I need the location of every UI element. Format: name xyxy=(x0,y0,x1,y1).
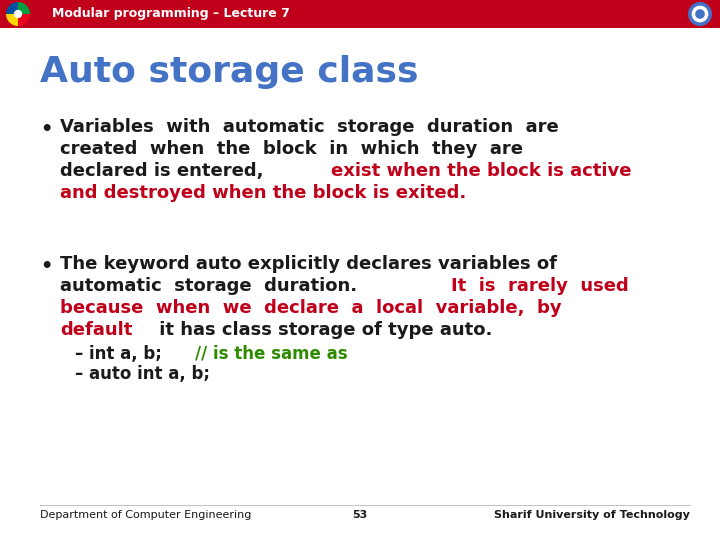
Text: Auto storage class: Auto storage class xyxy=(40,55,418,89)
Text: 53: 53 xyxy=(352,510,368,520)
Text: // is the same as: // is the same as xyxy=(194,345,347,363)
Text: – auto int a, b;: – auto int a, b; xyxy=(75,365,210,383)
Text: Modular programming – Lecture 7: Modular programming – Lecture 7 xyxy=(52,8,290,21)
Text: •: • xyxy=(40,257,53,276)
Text: declared is entered,: declared is entered, xyxy=(60,162,270,180)
Wedge shape xyxy=(6,14,18,26)
Text: exist when the block is active: exist when the block is active xyxy=(330,162,631,180)
Text: default: default xyxy=(60,321,132,339)
Wedge shape xyxy=(6,2,18,14)
Text: It  is  rarely  used: It is rarely used xyxy=(451,277,629,295)
Text: and destroyed when the block is exited.: and destroyed when the block is exited. xyxy=(60,184,467,202)
Circle shape xyxy=(14,10,22,18)
Text: •: • xyxy=(40,120,53,139)
Wedge shape xyxy=(18,2,30,14)
Text: Variables  with  automatic  storage  duration  are: Variables with automatic storage duratio… xyxy=(60,118,559,136)
Circle shape xyxy=(692,5,708,22)
Wedge shape xyxy=(18,14,30,26)
Text: Department of Computer Engineering: Department of Computer Engineering xyxy=(40,510,251,520)
Circle shape xyxy=(696,9,705,19)
Text: automatic  storage  duration.: automatic storage duration. xyxy=(60,277,364,295)
Text: it has class storage of type auto.: it has class storage of type auto. xyxy=(153,321,492,339)
Text: Sharif University of Technology: Sharif University of Technology xyxy=(494,510,690,520)
Circle shape xyxy=(688,2,712,26)
Text: The keyword auto explicitly declares variables of: The keyword auto explicitly declares var… xyxy=(60,255,557,273)
Text: – int a, b;: – int a, b; xyxy=(75,345,168,363)
Text: created  when  the  block  in  which  they  are: created when the block in which they are xyxy=(60,140,523,158)
Text: because  when  we  declare  a  local  variable,  by: because when we declare a local variable… xyxy=(60,299,562,317)
Bar xyxy=(0,0,720,28)
